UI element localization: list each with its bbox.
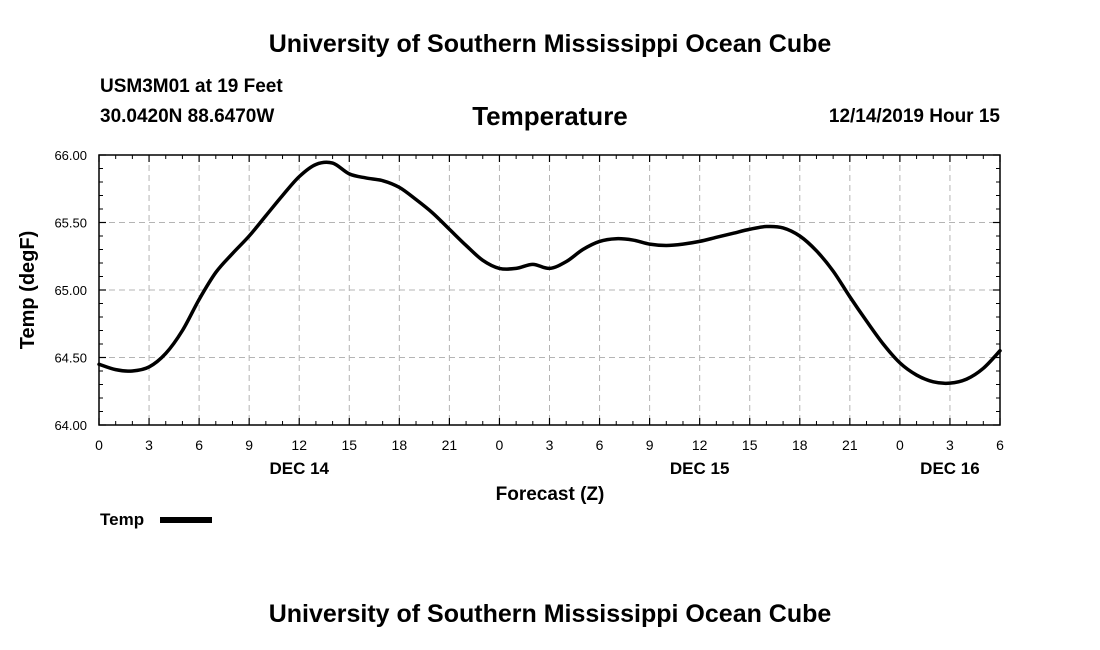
legend-label: Temp [100,510,144,529]
x-tick-label: 3 [145,437,153,453]
x-tick-label: 9 [646,437,654,453]
forecast-timestamp: 12/14/2019 Hour 15 [828,106,1000,127]
x-tick-label: 0 [896,437,904,453]
x-tick-label: 3 [946,437,954,453]
x-tick-label: 18 [392,437,408,453]
date-label: DEC 16 [920,459,980,478]
y-tick-label: 65.50 [54,216,87,231]
x-tick-label: 9 [245,437,253,453]
x-tick-label: 12 [692,437,708,453]
x-tick-label: 12 [291,437,307,453]
y-tick-label: 64.50 [54,351,87,366]
station-label: USM3M01 at 19 Feet [100,76,283,97]
x-tick-label: 21 [442,437,458,453]
x-tick-label: 15 [341,437,357,453]
coordinates-label: 30.0420N 88.6470W [100,106,275,127]
x-tick-label: 6 [996,437,1004,453]
plot-frame [98,154,1001,426]
date-label: DEC 14 [269,459,329,478]
x-tick-label: 15 [742,437,758,453]
axis-labels: 0 3 6 9 12 15 18 21 0 3 6 9 12 15 18 21 0 3 6 64.00 64.50 65.… [54,148,1004,478]
page-title: University of Southern Mississippi Ocean… [268,30,832,58]
legend: Temp [100,510,212,529]
y-axis-label: Temp (degF) [17,231,39,350]
x-tick-label: 0 [95,437,103,453]
x-tick-label: 18 [792,437,808,453]
y-tick-label: 64.00 [54,418,87,433]
x-tick-label: 6 [596,437,604,453]
x-tick-label: 21 [842,437,858,453]
x-tick-label: 0 [496,437,504,453]
y-tick-label: 65.00 [54,283,87,298]
x-axis-label: Forecast (Z) [496,484,605,505]
date-label: DEC 15 [670,459,730,478]
footer-title: University of Southern Mississippi Ocean… [268,600,832,628]
grid-lines [99,155,1000,425]
x-tick-label: 6 [195,437,203,453]
x-tick-label: 3 [546,437,554,453]
temp-series-line [97,160,1002,386]
chart-title: Temperature [472,101,628,131]
y-tick-label: 66.00 [54,148,87,163]
